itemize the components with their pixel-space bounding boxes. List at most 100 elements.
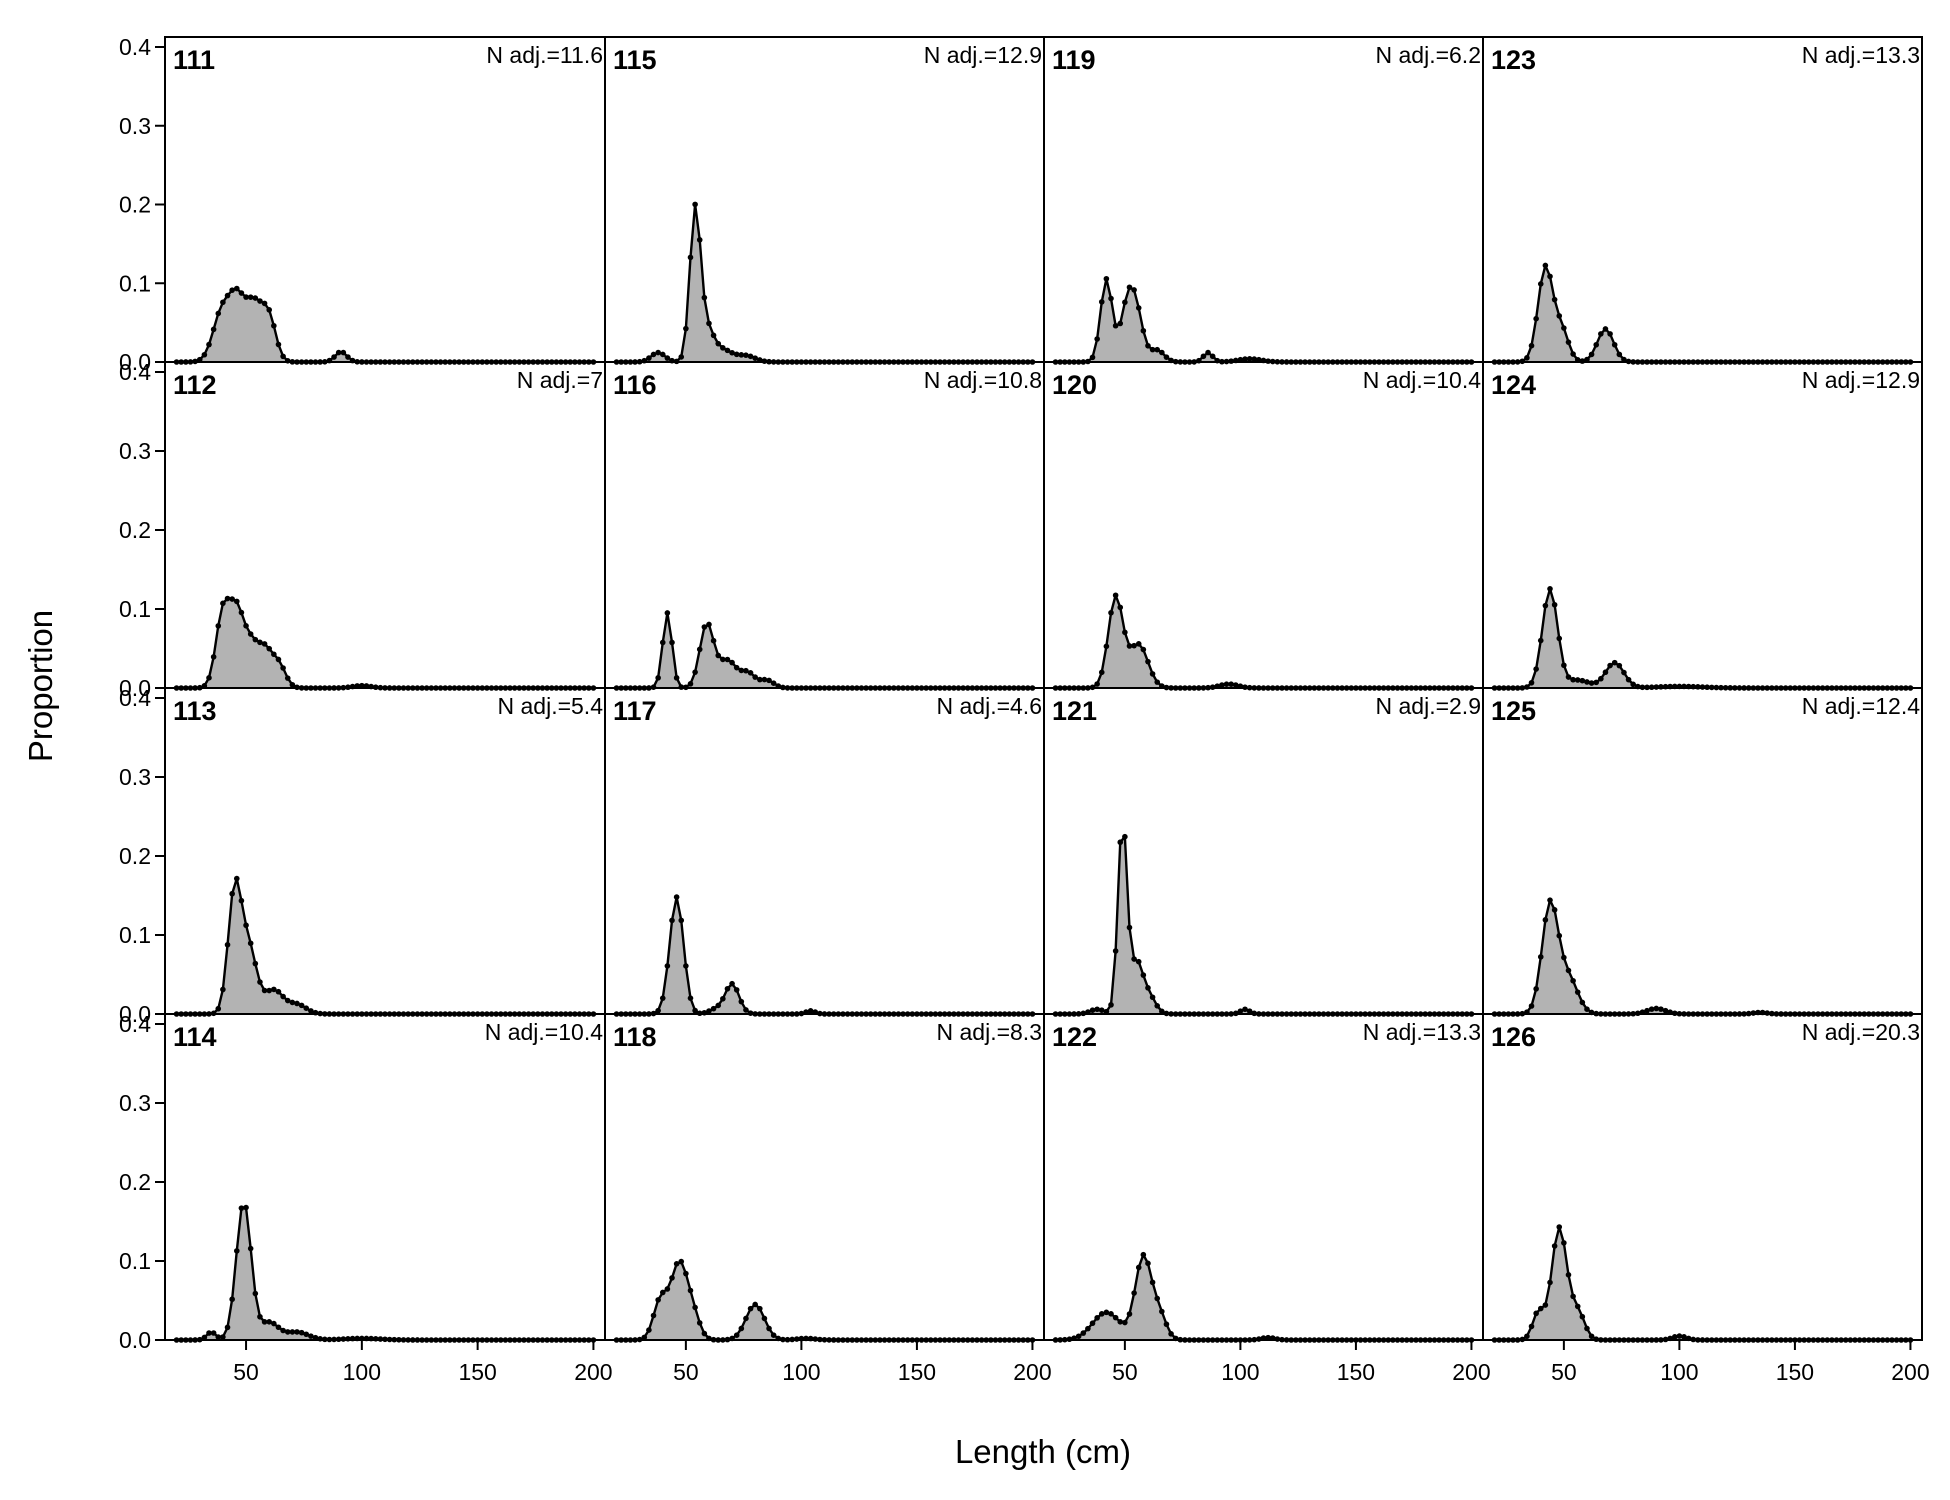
x-tick-label: 150	[458, 1359, 496, 1385]
data-point	[275, 988, 282, 995]
data-point	[1112, 948, 1119, 954]
data-point	[733, 664, 740, 671]
data-point	[1556, 932, 1563, 939]
y-tick-label: 0.1	[119, 270, 151, 296]
data-point	[683, 325, 689, 332]
panel-123: 123 N adj.=13.3	[1482, 36, 1923, 365]
series-area	[1494, 1226, 1911, 1340]
data-point	[743, 667, 749, 674]
data-point	[1117, 320, 1124, 327]
series-area	[1055, 595, 1472, 688]
data-point	[1122, 833, 1128, 840]
data-point	[692, 1007, 698, 1014]
data-point	[271, 322, 277, 329]
series-area	[616, 612, 1033, 688]
data-point	[664, 355, 671, 361]
data-point	[247, 631, 254, 637]
data-point	[687, 995, 694, 1001]
panel-124: 124 N adj.=12.9	[1482, 361, 1923, 691]
data-point	[646, 1327, 652, 1333]
data-point	[1542, 917, 1549, 923]
data-point	[1145, 985, 1151, 991]
data-point	[280, 1327, 286, 1334]
data-point	[1570, 676, 1576, 683]
panel-label: 121	[1052, 696, 1097, 726]
data-point	[752, 355, 758, 361]
data-point	[1242, 356, 1248, 362]
data-point	[733, 351, 740, 358]
n-adj-label: N adj.=2.9	[1376, 693, 1482, 719]
panel-126: 126 N adj.=20.3	[1482, 1013, 1923, 1343]
y-tick-label: 0.2	[119, 1169, 151, 1195]
panel-label: 111	[173, 45, 215, 75]
y-tick-label: 0.1	[119, 922, 151, 948]
data-point	[1122, 629, 1128, 636]
panel-label: 124	[1491, 370, 1536, 400]
data-point	[664, 1286, 671, 1292]
data-point	[210, 654, 217, 660]
data-point	[1163, 1321, 1170, 1328]
data-point	[1542, 602, 1549, 609]
data-point	[1616, 351, 1623, 358]
data-point	[1228, 681, 1234, 687]
data-point	[271, 986, 277, 993]
data-point	[1085, 1325, 1091, 1332]
data-point	[266, 987, 273, 994]
data-point	[238, 897, 245, 904]
data-point	[1607, 331, 1613, 337]
n-adj-label: N adj.=13.3	[1363, 1019, 1481, 1045]
data-point	[238, 290, 245, 296]
data-point	[1611, 659, 1618, 666]
data-point	[243, 294, 249, 300]
data-point	[1579, 999, 1586, 1006]
data-point	[720, 995, 726, 1002]
data-point	[1131, 287, 1137, 293]
data-point	[757, 676, 763, 683]
data-point	[770, 1332, 777, 1338]
data-point	[257, 298, 263, 304]
data-point	[210, 326, 217, 333]
data-point	[1089, 354, 1096, 361]
data-point	[238, 1205, 245, 1211]
data-point	[1574, 677, 1581, 683]
data-point	[1103, 275, 1110, 282]
data-point	[1648, 1006, 1655, 1012]
data-point	[706, 1008, 712, 1014]
data-point	[345, 354, 351, 360]
data-point	[701, 294, 708, 301]
data-point	[655, 349, 661, 356]
y-tick-label: 0.3	[119, 113, 151, 139]
data-point	[1122, 1319, 1128, 1326]
data-point	[1205, 349, 1211, 356]
data-point	[1598, 331, 1604, 337]
panel-120: 120 N adj.=10.4	[1043, 361, 1484, 691]
data-point	[275, 1324, 282, 1331]
data-point	[1537, 281, 1544, 287]
data-point	[1630, 681, 1636, 688]
y-tick-label: 0.2	[119, 517, 151, 543]
data-point	[710, 1005, 717, 1012]
data-point	[1551, 1243, 1558, 1249]
data-point	[1598, 675, 1604, 682]
data-point	[229, 890, 235, 897]
data-point	[766, 677, 772, 684]
data-point	[1533, 1310, 1539, 1317]
x-tick-label: 50	[1551, 1359, 1577, 1385]
data-point	[1103, 1309, 1110, 1316]
data-point	[664, 963, 671, 969]
data-point	[275, 656, 282, 663]
data-point	[1561, 954, 1567, 961]
data-point	[308, 1008, 314, 1014]
data-point	[1168, 1331, 1174, 1337]
data-point	[1547, 1279, 1553, 1286]
series-area	[176, 878, 594, 1014]
data-point	[206, 341, 212, 348]
data-point	[1537, 954, 1544, 960]
x-tick-label: 100	[1660, 1359, 1698, 1385]
data-point	[669, 917, 675, 924]
data-point	[308, 1333, 314, 1339]
data-point	[298, 1002, 305, 1009]
data-point	[1584, 1325, 1590, 1332]
series-area	[616, 1261, 1033, 1340]
